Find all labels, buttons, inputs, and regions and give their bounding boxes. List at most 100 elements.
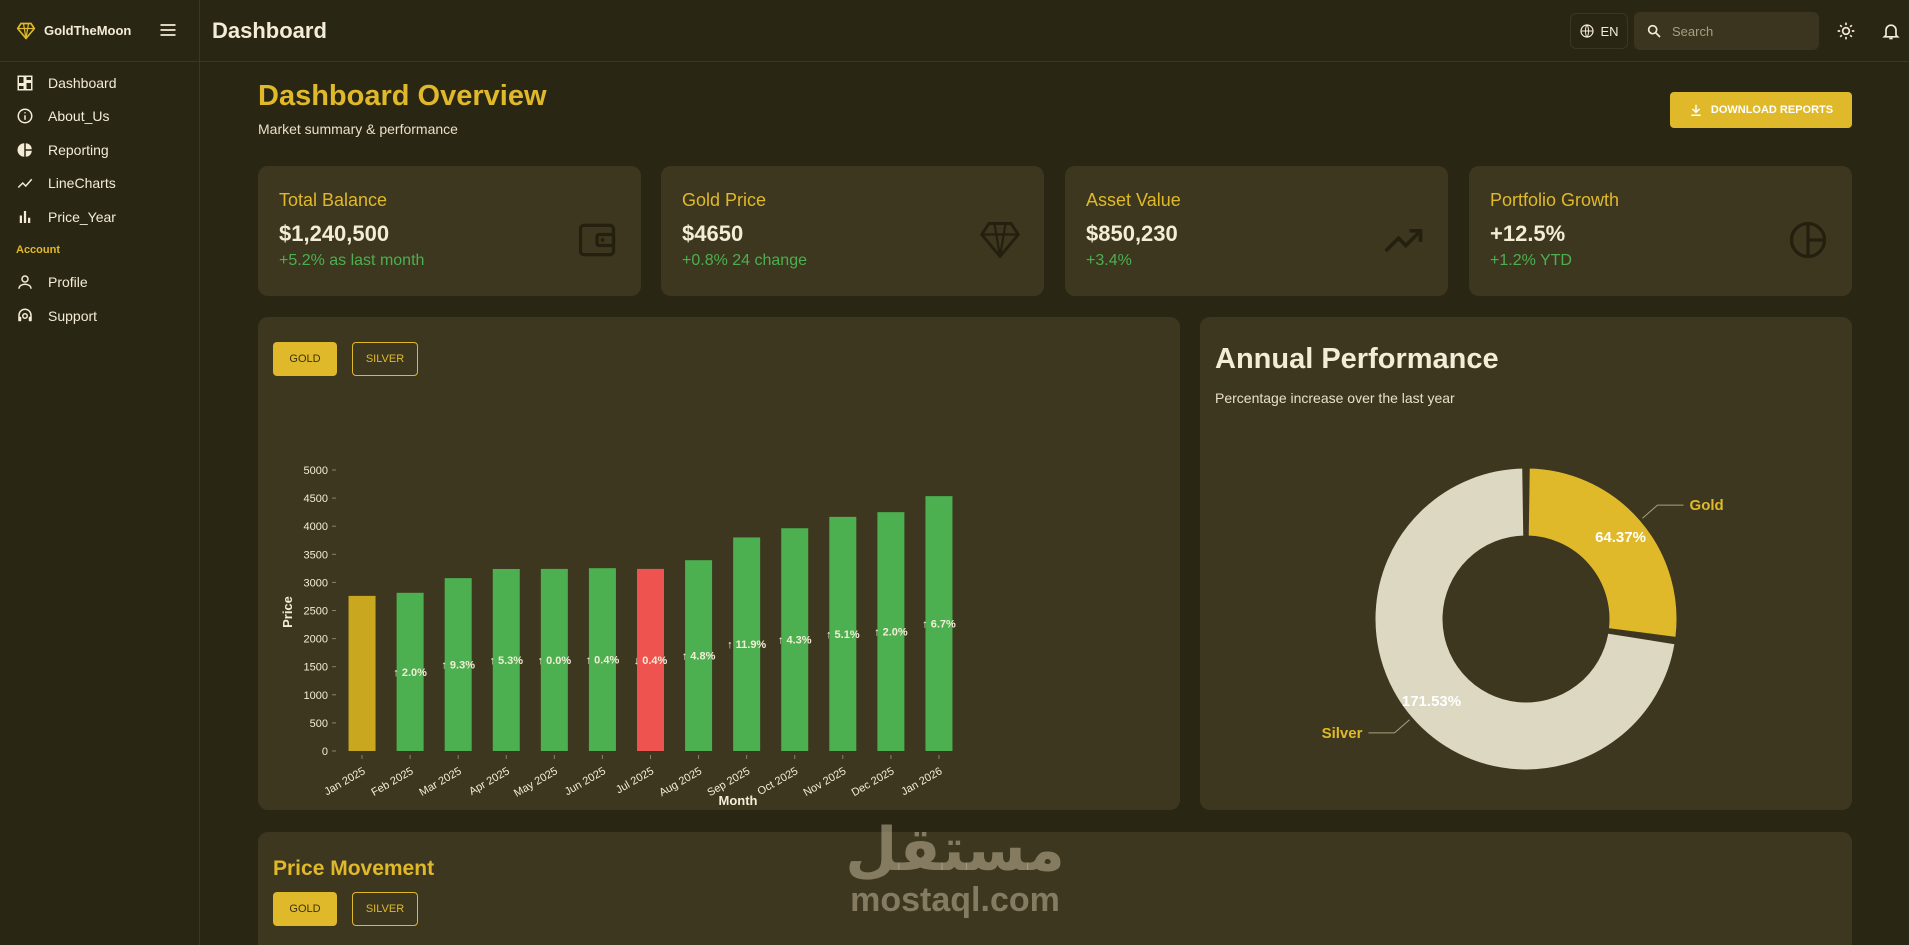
bar: [733, 537, 761, 751]
slice-leader-line: [1642, 504, 1684, 519]
y-tick-label: 4000: [304, 521, 328, 533]
y-tick-label: 2500: [304, 606, 328, 618]
sidebar-item-support[interactable]: Support: [0, 299, 199, 333]
bar: [444, 578, 472, 751]
bar: [540, 568, 568, 751]
overview-title: Dashboard Overview: [258, 80, 547, 112]
download-reports-button[interactable]: DOWNLOAD REPORTS: [1670, 92, 1852, 128]
price-bar-chart-panel: GOLD SILVER 0 500 1000 1500 2000 2500 3000 3500…: [258, 317, 1180, 810]
slice-leader-line: [1368, 719, 1410, 734]
theme-toggle-icon[interactable]: [1836, 21, 1856, 41]
watermark-latin: mostaql.com: [850, 881, 1060, 919]
card-value: +12.5%: [1490, 221, 1566, 246]
info-icon: [17, 108, 33, 124]
notification-bell-icon[interactable]: [1881, 21, 1901, 41]
bar-data-label: ↑ 5.1%: [826, 629, 860, 641]
bar-data-label: ↓ 0.4%: [634, 655, 668, 667]
bar: [396, 592, 424, 751]
card-value: $850,230: [1086, 221, 1178, 246]
bar: [637, 568, 664, 751]
person-icon: [18, 275, 32, 290]
sidebar-item-label: About_Us: [48, 108, 110, 125]
hamburger-menu-icon[interactable]: [158, 20, 178, 40]
price-movement-panel: Price Movement GOLD SILVER: [258, 832, 1852, 945]
x-tick-label: Oct 2025: [756, 765, 801, 798]
y-tick-label: 0: [322, 746, 328, 758]
sidebar-item-reporting[interactable]: Reporting: [0, 133, 199, 167]
sidebar-item-profile[interactable]: Profile: [0, 266, 199, 300]
gold-toggle-button[interactable]: GOLD: [273, 342, 337, 376]
pie-icon: [17, 143, 32, 157]
sidebar-item-label: Support: [48, 307, 98, 324]
brand[interactable]: GoldTheMoon: [0, 0, 199, 62]
diamond-logo-icon: [16, 22, 36, 39]
x-tick-label: Mar 2025: [417, 765, 463, 799]
bar-chart-icon: [19, 210, 31, 223]
donut-slice-silver: [1372, 465, 1678, 773]
sidebar: GoldTheMoon Dashboard About_Us Reporting…: [0, 0, 200, 945]
sidebar-item-label: Reporting: [48, 141, 109, 158]
sidebar-item-label: Dashboard: [48, 74, 117, 91]
search-input[interactable]: [1672, 23, 1802, 39]
pie-chart-icon: [1789, 221, 1827, 259]
y-tick-label: 1500: [304, 662, 328, 674]
download-label: DOWNLOAD REPORTS: [1710, 104, 1834, 116]
card-total-balance: Total Balance $1,240,500 +5.2% as last m…: [258, 166, 641, 296]
x-tick-label: Jan 2025: [322, 765, 367, 798]
bar-data-label: ↑ 2.0%: [874, 627, 908, 639]
x-tick-label: Aug 2025: [657, 765, 704, 799]
pm-silver-toggle-button[interactable]: SILVER: [352, 892, 418, 926]
sidebar-item-price-year[interactable]: Price_Year: [0, 200, 199, 234]
y-tick-label: 3000: [304, 577, 328, 589]
annual-performance-panel: Annual Performance Percentage increase o…: [1200, 317, 1852, 810]
card-gold-price: Gold Price $4650 +0.8% 24 change: [661, 166, 1044, 296]
sidebar-item-label: Profile: [48, 274, 88, 291]
x-tick-label: Jan 2026: [899, 765, 944, 798]
language-label: EN: [1600, 23, 1619, 39]
page-title: Dashboard: [212, 17, 327, 43]
y-axis-label: Price: [280, 596, 295, 628]
card-change: +3.4%: [1086, 252, 1132, 269]
search-box[interactable]: [1634, 12, 1819, 50]
globe-icon: [1580, 24, 1595, 38]
sidebar-item-dashboard[interactable]: Dashboard: [0, 66, 199, 100]
bar: [492, 568, 520, 751]
x-tick-label: Jul 2025: [614, 765, 656, 796]
sidebar-item-about[interactable]: About_Us: [0, 100, 199, 134]
y-tick-label: 500: [310, 718, 328, 730]
x-tick-label: Nov 2025: [802, 765, 849, 799]
card-value: $1,240,500: [279, 221, 390, 246]
x-tick-label: Dec 2025: [850, 765, 897, 799]
pm-gold-toggle-button[interactable]: GOLD: [273, 892, 337, 926]
bar-data-label: ↑ 4.3%: [778, 635, 812, 647]
watermark-arabic: مستقل: [845, 815, 1065, 885]
x-axis-label: Month: [719, 793, 758, 808]
bar-data-label: ↑ 6.7%: [922, 619, 956, 631]
slice-value-label: 171.53%: [1402, 693, 1461, 710]
y-tick-label: 3500: [304, 549, 328, 561]
wallet-icon: [578, 223, 616, 257]
slice-name-label: Silver: [1322, 725, 1363, 742]
x-tick-label: Apr 2025: [467, 765, 512, 798]
slice-name-label: Gold: [1690, 497, 1724, 514]
bar-data-label: ↑ 0.0%: [538, 655, 572, 667]
card-title: Gold Price: [682, 190, 767, 210]
silver-toggle-button[interactable]: SILVER: [352, 342, 418, 376]
sidebar-item-linecharts[interactable]: LineCharts: [0, 167, 199, 201]
bar: [877, 512, 905, 751]
price-movement-title: Price Movement: [273, 857, 435, 880]
overview-subtitle: Market summary & performance: [258, 121, 458, 137]
performance-title: Annual Performance: [1215, 343, 1499, 375]
x-tick-label: May 2025: [512, 765, 560, 800]
performance-subtitle: Percentage increase over the last year: [1215, 390, 1455, 406]
bar-data-label: ↑ 2.0%: [393, 667, 427, 679]
card-title: Asset Value: [1086, 190, 1181, 210]
bar-data-label: ↑ 5.3%: [489, 655, 523, 667]
language-button[interactable]: EN: [1570, 13, 1628, 49]
sidebar-item-label: Price_Year: [48, 208, 116, 225]
watermark: مستقل mostaql.com: [838, 815, 1072, 919]
slice-value-label: 64.37%: [1595, 529, 1646, 546]
bar: [925, 496, 953, 751]
bar: [685, 560, 713, 751]
bar-data-label: ↑ 11.9%: [727, 639, 766, 651]
